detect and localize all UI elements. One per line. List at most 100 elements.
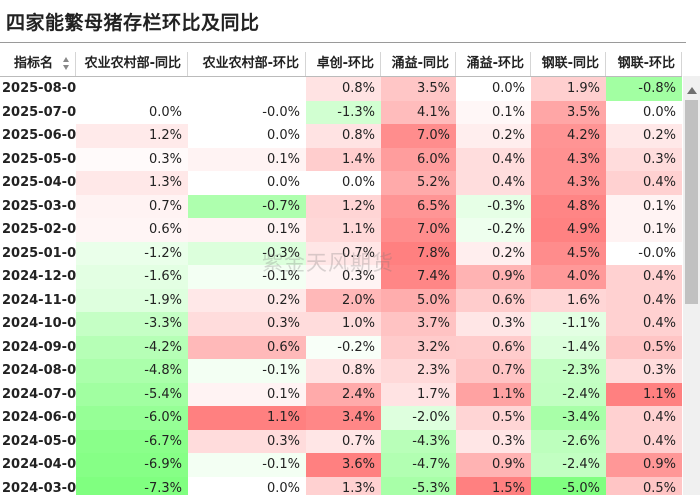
table-cell: 0.8% bbox=[306, 359, 381, 383]
table-cell: 1.1% bbox=[306, 218, 381, 242]
table-cell: -2.4% bbox=[531, 382, 606, 406]
table-row[interactable]: 2024-10-01 -3.3% 0.3% 1.0% 3.7% 0.3% -1.1% 0.4% bbox=[0, 312, 682, 336]
row-date: 2024-07-01 bbox=[2, 386, 86, 402]
table-cell: 0.9% bbox=[456, 453, 531, 477]
table-row[interactable]: 2024-12-01 -1.6% -0.1% 0.3% 7.4% 0.9% 4.0% 0.4% bbox=[0, 265, 682, 289]
table-cell: -0.8% bbox=[606, 77, 682, 101]
table-cell: -0.0% bbox=[188, 100, 306, 124]
table-row[interactable]: 2025-08-01 0.8% 3.5% 0.0% 1.9% -0.8% bbox=[0, 77, 682, 101]
table-cell: 4.5% bbox=[531, 241, 606, 265]
table-cell: 0.0% bbox=[188, 171, 306, 195]
table-cell: -0.2% bbox=[306, 335, 381, 359]
column-header[interactable]: 农业农村部-环比 bbox=[188, 52, 306, 76]
table-row[interactable]: 2024-09-01 -4.2% 0.6% -0.2% 3.2% 0.6% -1.4% 0.5… bbox=[0, 335, 682, 359]
table-row[interactable]: 2024-03-01 -7.3% 0.0% 1.3% -5.3% 1.5% -5.0% 0.5… bbox=[0, 476, 682, 495]
table-cell: 0.8% bbox=[306, 77, 381, 101]
table-cell: 0.2% bbox=[456, 124, 531, 148]
column-header[interactable]: 涌益-环比 bbox=[456, 52, 531, 76]
table-cell: 0.4% bbox=[606, 312, 682, 336]
table-cell: 2.4% bbox=[306, 382, 381, 406]
table-cell: 0.4% bbox=[606, 429, 682, 453]
table-row[interactable]: 2024-05-01 -6.7% 0.3% 0.7% -4.3% 0.3% -2.6% 0.4… bbox=[0, 429, 682, 453]
table-cell: 0.0% bbox=[456, 77, 531, 101]
data-grid: 指标名 农业农村部-同比 农业农村部-环比 卓创-环比 涌益-同比 涌益-环比 钢联-同比钢… bbox=[0, 52, 682, 495]
sort-icon[interactable] bbox=[63, 57, 71, 71]
table-row[interactable]: 2025-02-01 0.6% 0.1% 1.1% 7.0% -0.2% 4.9% 0.1% bbox=[0, 218, 682, 242]
table-cell: -6.7% bbox=[76, 429, 188, 453]
table-cell: -0.7% bbox=[188, 194, 306, 218]
table-cell: 0.3% bbox=[606, 147, 682, 171]
table-cell: 1.1% bbox=[456, 382, 531, 406]
table-cell: -4.7% bbox=[381, 453, 456, 477]
table-cell: 0.1% bbox=[188, 147, 306, 171]
table-row[interactable]: 2024-08-01 -4.8% -0.1% 0.8% 2.3% 0.7% -2.3% 0.3… bbox=[0, 359, 682, 383]
table-cell: -4.3% bbox=[381, 429, 456, 453]
table-cell: 0.6% bbox=[456, 288, 531, 312]
table-cell: 0.5% bbox=[606, 335, 682, 359]
row-date: 2024-10-01 bbox=[2, 316, 86, 331]
table-cell: 1.1% bbox=[188, 406, 306, 430]
table-cell: -5.0% bbox=[531, 476, 606, 495]
table-cell: 1.6% bbox=[531, 288, 606, 312]
table-cell: -4.8% bbox=[76, 359, 188, 383]
table-cell: 0.1% bbox=[188, 382, 306, 406]
table-cell: -1.9% bbox=[76, 288, 188, 312]
table-cell: 4.8% bbox=[531, 194, 606, 218]
table-cell: 0.2% bbox=[606, 124, 682, 148]
table-cell: -0.1% bbox=[188, 359, 306, 383]
table-header: 指标名 农业农村部-同比 农业农村部-环比 卓创-环比 涌益-同比 涌益-环比 钢联-同比钢… bbox=[0, 52, 682, 77]
table-row[interactable]: 2025-04-01 1.3% 0.0% 0.0% 5.2% 0.4% 4.3% 0.4% bbox=[0, 171, 682, 195]
table-cell: -7.3% bbox=[76, 476, 188, 495]
table-row[interactable]: 2025-01-01 -1.2% -0.3% 0.7% 7.8% 0.2% 4.5% -0.0… bbox=[0, 241, 682, 265]
table-cell: 0.4% bbox=[456, 147, 531, 171]
row-date: 2024-12-01 bbox=[2, 269, 86, 284]
column-header[interactable]: 钢联-环比 bbox=[606, 52, 682, 76]
row-date: 2024-08-01 bbox=[2, 363, 86, 378]
table-cell: 4.1% bbox=[381, 100, 456, 124]
table-cell: 2.0% bbox=[306, 288, 381, 312]
table-row[interactable]: 2024-07-01 -5.4% 0.1% 2.4% 1.7% 1.1% -2.4% 1.1% bbox=[0, 382, 682, 406]
table-cell: -4.2% bbox=[76, 335, 188, 359]
title-divider bbox=[0, 42, 686, 43]
table-cell: 0.1% bbox=[456, 100, 531, 124]
table-cell: 1.9% bbox=[531, 77, 606, 101]
table-cell bbox=[76, 77, 188, 101]
table-row[interactable]: 2025-05-01 0.3% 0.1% 1.4% 6.0% 0.4% 4.3% 0.3% bbox=[0, 147, 682, 171]
column-header[interactable]: 指标名 bbox=[0, 52, 76, 76]
table-cell: 3.5% bbox=[381, 77, 456, 101]
table-row[interactable]: 2024-06-01 -6.0% 1.1% 3.4% -2.0% 0.5% -3.4% 0.4… bbox=[0, 406, 682, 430]
table-cell: 0.3% bbox=[456, 312, 531, 336]
scroll-up-arrow-icon[interactable] bbox=[687, 87, 697, 94]
table-cell: 0.0% bbox=[306, 171, 381, 195]
table-cell bbox=[188, 77, 306, 101]
scrollbar-thumb[interactable] bbox=[685, 100, 698, 304]
table-cell: -1.3% bbox=[306, 100, 381, 124]
table-row[interactable]: 2024-11-01 -1.9% 0.2% 2.0% 5.0% 0.6% 1.6% 0.4% bbox=[0, 288, 682, 312]
column-header[interactable]: 涌益-同比 bbox=[381, 52, 456, 76]
column-header[interactable]: 钢联-同比 bbox=[531, 52, 606, 76]
page-title: 四家能繁母猪存栏环比及同比 bbox=[6, 12, 260, 34]
table-cell: -1.4% bbox=[531, 335, 606, 359]
table-row[interactable]: 2025-03-01 0.7% -0.7% 1.2% 6.5% -0.3% 4.8% 0.1% bbox=[0, 194, 682, 218]
row-date: 2025-03-01 bbox=[2, 198, 86, 214]
table-cell: -1.1% bbox=[531, 312, 606, 336]
column-header[interactable]: 农业农村部-同比 bbox=[76, 52, 188, 76]
table-row[interactable]: 2025-06-01 1.2% 0.0% 0.8% 7.0% 0.2% 4.2% 0.2% bbox=[0, 124, 682, 148]
column-header[interactable]: 卓创-环比 bbox=[306, 52, 381, 76]
table-cell: -2.6% bbox=[531, 429, 606, 453]
table-cell: 7.0% bbox=[381, 218, 456, 242]
table-cell: -2.0% bbox=[381, 406, 456, 430]
row-date: 2025-04-01 bbox=[2, 175, 86, 190]
table-row[interactable]: 2025-07-01 0.0% -0.0% -1.3% 4.1% 0.1% 3.5% 0.0% bbox=[0, 100, 682, 124]
table-row[interactable]: 2024-04-01 -6.9% -0.1% 3.6% -4.7% 0.9% -2.4% 0.… bbox=[0, 453, 682, 477]
table-cell: -2.3% bbox=[531, 359, 606, 383]
table-cell: 4.2% bbox=[531, 124, 606, 148]
table-cell: 1.1% bbox=[606, 382, 682, 406]
row-date: 2024-03-01 bbox=[2, 480, 86, 495]
table-cell: 0.8% bbox=[306, 124, 381, 148]
row-date: 2024-06-01 bbox=[2, 410, 86, 425]
table-cell: -1.6% bbox=[76, 265, 188, 289]
table-cell: 1.0% bbox=[306, 312, 381, 336]
table-cell: 0.1% bbox=[188, 218, 306, 242]
table-cell: 0.3% bbox=[188, 429, 306, 453]
